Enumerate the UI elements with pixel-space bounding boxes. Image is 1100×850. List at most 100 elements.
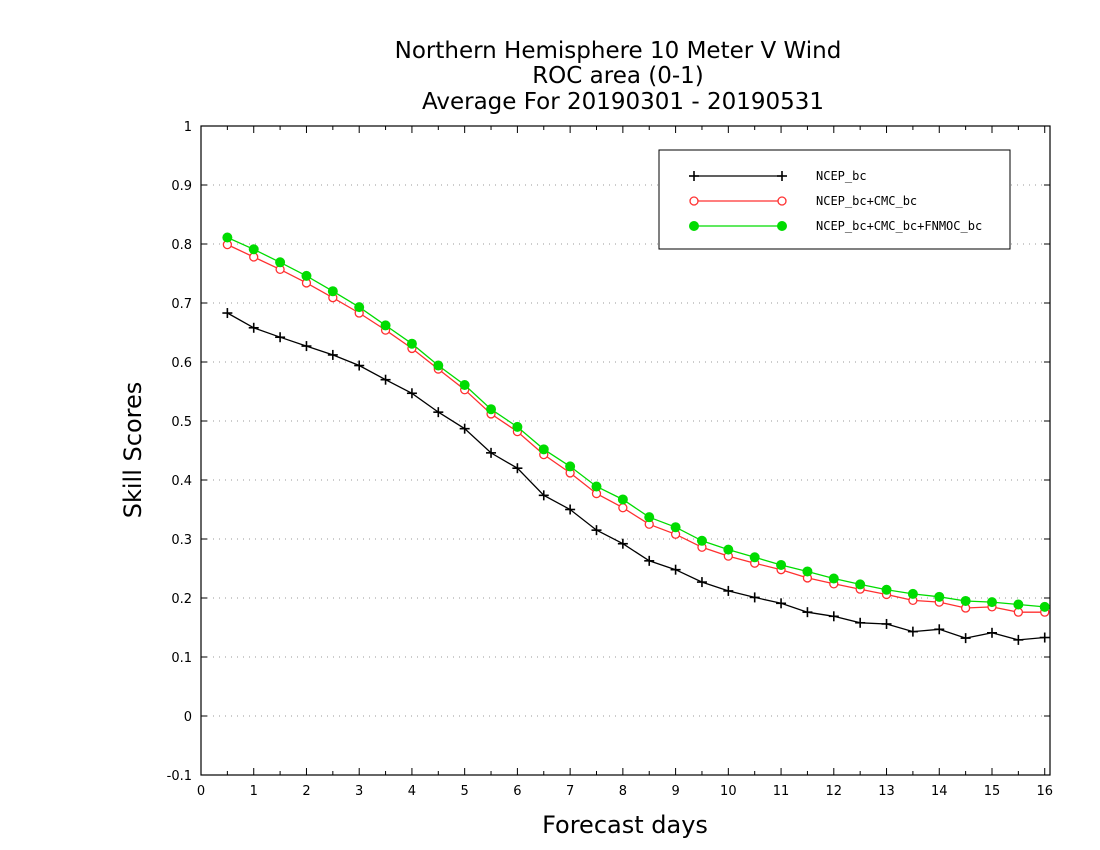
- y-tick-label: 0.8: [171, 238, 192, 253]
- x-tick-label: 0: [197, 784, 205, 799]
- data-point: [617, 494, 628, 505]
- data-point: [644, 512, 655, 523]
- title-line-3: Average For 20190301 - 20190531: [422, 89, 824, 115]
- data-point: [354, 360, 365, 371]
- data-point: [591, 481, 602, 492]
- data-point: [486, 447, 497, 458]
- y-tick-label: 0.3: [171, 533, 192, 548]
- series-2: [222, 239, 1050, 617]
- x-tick-label: 7: [566, 784, 574, 799]
- data-point: [670, 522, 681, 533]
- data-point: [670, 564, 681, 575]
- y-tick-label: 0.9: [171, 179, 192, 194]
- y-axis-label: Skill Scores: [119, 382, 147, 519]
- x-tick-label: 8: [619, 784, 627, 799]
- data-point: [986, 627, 997, 638]
- data-point: [855, 617, 866, 628]
- data-point: [406, 388, 417, 399]
- data-point: [406, 338, 417, 349]
- y-tick-label: 0.6: [171, 356, 192, 371]
- y-tick-label: 0.5: [171, 415, 192, 430]
- legend-label: NCEP_bc+CMC_bc: [816, 194, 917, 208]
- data-point: [248, 244, 259, 255]
- series-line: [227, 312, 1045, 641]
- x-tick-label: 2: [302, 784, 310, 799]
- data-point: [960, 633, 971, 644]
- data-point: [538, 490, 549, 501]
- series-line: [227, 244, 1045, 613]
- data-point: [459, 423, 470, 434]
- gridlines: [201, 184, 1050, 717]
- legend-entry: NCEP_bc+CMC_bc: [689, 194, 917, 208]
- data-point: [1039, 632, 1050, 643]
- data-point: [828, 573, 839, 584]
- series-layer: [222, 232, 1050, 645]
- x-tick-label: 4: [408, 784, 416, 799]
- y-tick-label: 0.4: [171, 474, 192, 489]
- legend-marker: [689, 196, 699, 206]
- legend-marker: [777, 196, 787, 206]
- data-point: [275, 257, 286, 268]
- legend-label: NCEP_bc+CMC_bc+FNMOC_bc: [816, 219, 982, 233]
- legend-marker: [689, 221, 699, 231]
- data-point: [696, 577, 707, 588]
- y-tick-label: -0.1: [167, 769, 192, 784]
- legend-items: NCEP_bc NCEP_bc+CMC_bc NCEP_bc+CMC_bc+FNMO…: [689, 169, 982, 233]
- data-point: [723, 585, 734, 596]
- data-point: [960, 595, 971, 606]
- data-point: [1013, 599, 1024, 610]
- data-point: [802, 607, 813, 618]
- data-point: [617, 538, 628, 549]
- plot-area-frame: [200, 125, 1051, 776]
- data-point: [723, 544, 734, 555]
- y-tick-label: 0.1: [171, 651, 192, 666]
- x-tick-label: 11: [773, 784, 790, 799]
- x-axis-ticks: 0 1 2 3 4 5 6 7 8 9 10 11 12 13 14 15 16: [197, 126, 1053, 799]
- x-tick-label: 3: [355, 784, 363, 799]
- data-point: [222, 308, 233, 319]
- title-line-1: Northern Hemisphere 10 Meter V Wind: [395, 38, 842, 64]
- data-point: [907, 626, 918, 637]
- x-tick-label: 15: [984, 784, 1001, 799]
- data-point: [512, 421, 523, 432]
- data-point: [538, 444, 549, 455]
- x-axis-label: Forecast days: [542, 811, 708, 839]
- data-point: [934, 591, 945, 602]
- data-point: [275, 332, 286, 343]
- data-point: [986, 597, 997, 608]
- data-point: [433, 360, 444, 371]
- data-point: [696, 535, 707, 546]
- data-point: [433, 407, 444, 418]
- legend-entry: NCEP_bc+CMC_bc+FNMOC_bc: [689, 219, 982, 233]
- data-point: [1039, 601, 1050, 612]
- y-tick-label: 0.2: [171, 592, 192, 607]
- legend-label: NCEP_bc: [816, 169, 867, 183]
- data-point: [802, 566, 813, 577]
- legend-marker: [777, 221, 787, 231]
- y-axis-ticks: -0.1 0 0.1 0.2 0.3 0.4 0.5 0.6 0.7 0.8 0.9 1: [167, 120, 1050, 784]
- title-line-2: ROC area (0-1): [532, 63, 704, 89]
- x-tick-label: 10: [720, 784, 737, 799]
- x-tick-label: 13: [878, 784, 895, 799]
- data-point: [565, 461, 576, 472]
- data-point: [380, 320, 391, 331]
- data-point: [459, 380, 470, 391]
- data-point: [222, 232, 233, 243]
- data-point: [354, 302, 365, 313]
- x-tick-label: 12: [826, 784, 843, 799]
- legend-entry: NCEP_bc: [689, 169, 867, 183]
- data-point: [934, 624, 945, 635]
- x-tick-label: 16: [1036, 784, 1053, 799]
- data-point: [486, 404, 497, 415]
- data-point: [301, 270, 312, 281]
- data-point: [776, 598, 787, 609]
- legend: NCEP_bc NCEP_bc+CMC_bc NCEP_bc+CMC_bc+FNMO…: [658, 149, 1011, 250]
- data-point: [512, 463, 523, 474]
- data-point: [881, 584, 892, 595]
- x-tick-label: 9: [671, 784, 679, 799]
- chart-title: Northern Hemisphere 10 Meter V Wind ROC …: [395, 38, 842, 115]
- data-point: [1013, 634, 1024, 645]
- legend-marker: [689, 171, 699, 181]
- data-point: [776, 559, 787, 570]
